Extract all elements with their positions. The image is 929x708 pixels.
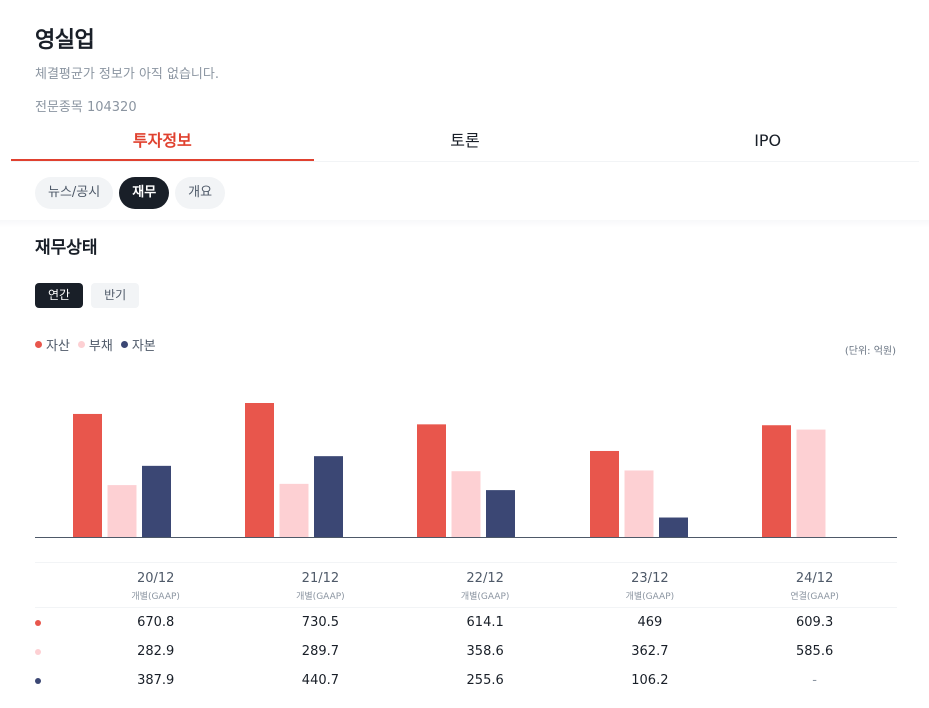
sub-tabs: 뉴스/공시 재무 개요: [35, 177, 226, 209]
table-cell: 469: [637, 615, 663, 630]
bar-equity-21-12: [314, 456, 343, 537]
legend-label-liabilities: 부채: [88, 339, 113, 354]
bar-liabilities-20-12: [107, 485, 137, 537]
row-dot-equity-icon: [35, 677, 41, 684]
table-row-equity: 387.9 440.7 255.6 106.2 -: [35, 666, 897, 695]
table-cell: 614.1: [466, 615, 504, 630]
table-cell: 106.2: [631, 673, 669, 688]
table-column-header: 21/12 개별(GAAP): [238, 563, 403, 607]
column-basis: 개별(GAAP): [296, 592, 345, 602]
table-column-header: 23/12 개별(GAAP): [568, 563, 733, 607]
chart-legend: 자산 부채 자본: [35, 335, 156, 354]
column-period: 24/12: [795, 571, 834, 586]
column-period: 20/12: [136, 571, 175, 586]
bar-equity-22-12: [486, 490, 515, 537]
table-cell: 362.7: [631, 644, 669, 659]
legend-dot-assets-icon: [35, 341, 42, 348]
column-period: 22/12: [466, 571, 504, 586]
period-toggle: 연간 반기: [35, 283, 140, 308]
stock-name: 영실업: [35, 28, 95, 53]
table-column-header: 22/12 개별(GAAP): [403, 563, 568, 607]
section-divider: [0, 220, 929, 228]
table-cell: 670.8: [137, 615, 175, 630]
legend-dot-liabilities-icon: [77, 341, 85, 348]
bar-equity-20-12: [142, 465, 171, 537]
column-period: 23/12: [631, 571, 669, 586]
table-cell: 440.7: [301, 673, 340, 688]
table-column-header: 24/12 연결(GAAP): [732, 563, 897, 607]
legend-label-assets: 자산: [46, 339, 70, 354]
main-tabs: 투자정보 토론 IPO: [11, 122, 919, 162]
bar-liabilities-21-12: [279, 483, 309, 537]
price-note: 체결평균가 정보가 아직 없습니다.: [35, 67, 219, 82]
bar-assets-20-12: [73, 413, 102, 537]
table-cell: 730.5: [301, 615, 340, 630]
table-cell: 387.9: [137, 673, 175, 688]
table-cell: 282.9: [137, 644, 175, 659]
bar-liabilities-22-12: [451, 471, 481, 537]
legend-item-assets: 자산: [35, 335, 70, 354]
subtab-finance[interactable]: 재무: [119, 177, 170, 209]
bar-assets-21-12: [245, 403, 274, 537]
table-cell: 289.7: [301, 644, 340, 659]
legend-item-liabilities: 부채: [77, 335, 113, 354]
row-dot-liabilities-icon: [35, 648, 41, 655]
legend-item-equity: 자본: [120, 335, 156, 354]
bar-assets-22-12: [417, 424, 446, 537]
row-dot-assets-icon: [35, 619, 41, 626]
table-header: 20/12 개별(GAAP) 21/12 개별(GAAP) 22/12 개별(GAAP) 2…: [35, 562, 897, 608]
bar-assets-23-12: [590, 450, 619, 537]
tab-investment-info[interactable]: 투자정보: [11, 122, 314, 161]
subtab-news[interactable]: 뉴스/공시: [35, 177, 114, 209]
period-half-button[interactable]: 반기: [91, 283, 140, 308]
column-basis: 개별(GAAP): [625, 592, 675, 602]
tab-ipo[interactable]: IPO: [754, 131, 782, 150]
table-row-liabilities: 282.9 289.7 358.6 362.7 585.6: [35, 637, 897, 666]
column-basis: 연결(GAAP): [790, 592, 839, 602]
table-cell: 585.6: [796, 644, 834, 659]
table-cell: 255.6: [466, 673, 504, 688]
bar-liabilities-23-12: [624, 470, 654, 537]
table-cell: 609.3: [796, 615, 834, 630]
legend-dot-equity-icon: [120, 341, 128, 348]
financial-bar-chart: [35, 403, 897, 538]
table-row-assets: 670.8 730.5 614.1 469 609.3: [35, 608, 897, 637]
bar-assets-24-12: [762, 425, 791, 537]
market-info: 전문종목 104320: [35, 100, 137, 115]
table-cell: 358.6: [466, 644, 504, 659]
section-title: 재무상태: [35, 238, 98, 258]
bar-liabilities-24-12: [796, 429, 826, 537]
legend-label-equity: 자본: [131, 339, 156, 354]
column-basis: 개별(GAAP): [460, 592, 510, 602]
table-cell: -: [812, 673, 817, 688]
financial-table: 20/12 개별(GAAP) 21/12 개별(GAAP) 22/12 개별(GAAP) 2…: [35, 562, 897, 695]
tab-discussion[interactable]: 토론: [450, 131, 480, 150]
column-basis: 개별(GAAP): [131, 592, 180, 602]
stock-header: 영실업 체결평균가 정보가 아직 없습니다. 전문종목 104320: [35, 22, 895, 115]
column-period: 21/12: [301, 571, 340, 586]
unit-label: (단위: 억원): [844, 346, 896, 357]
period-annual-button[interactable]: 연간: [35, 283, 84, 308]
bar-equity-23-12: [659, 517, 688, 537]
table-column-header: 20/12 개별(GAAP): [73, 563, 238, 607]
subtab-overview[interactable]: 개요: [175, 177, 226, 209]
